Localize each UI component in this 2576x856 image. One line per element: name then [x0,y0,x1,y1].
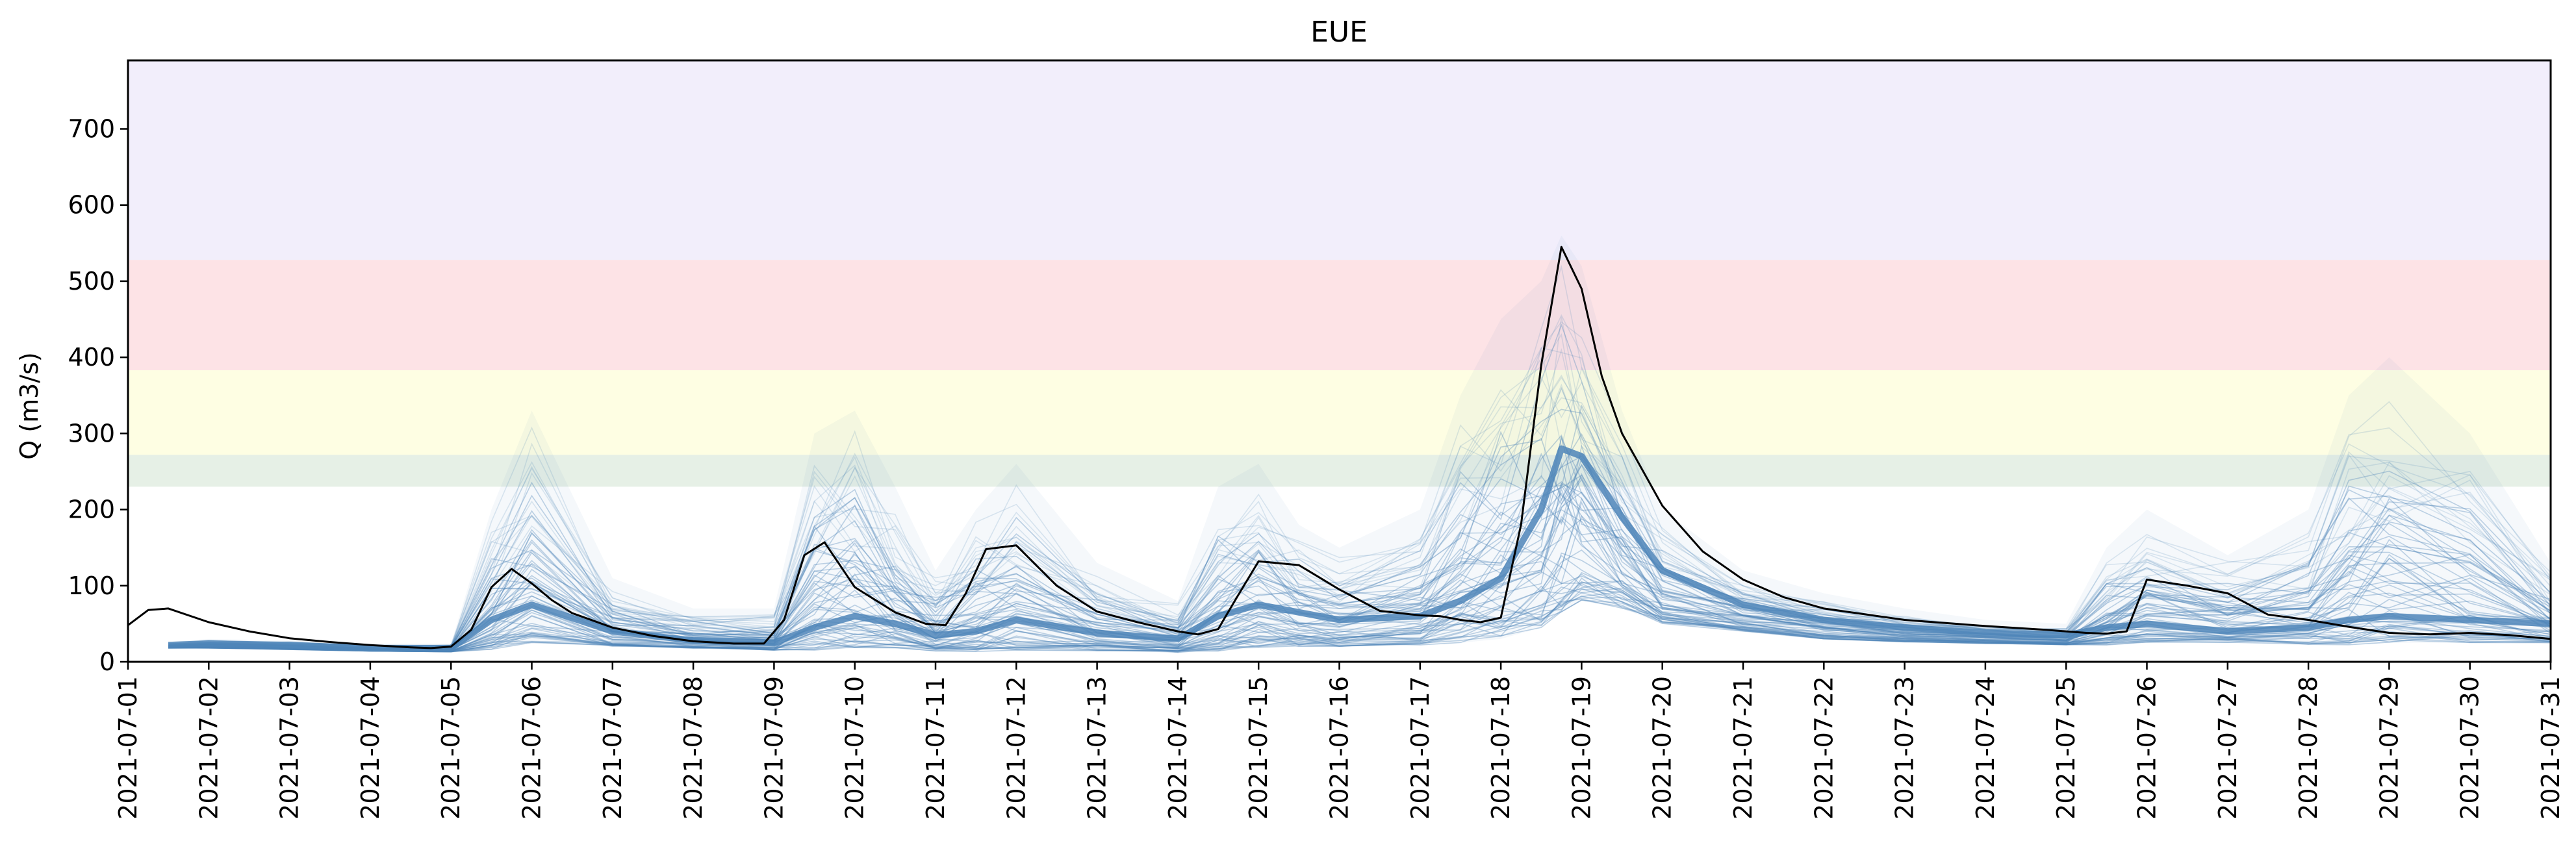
x-tick-label: 2021-07-28 [2294,676,2323,820]
ensemble-member-27 [168,572,2551,653]
ensemble-member-13 [168,323,2551,647]
y-tick-label: 200 [68,496,115,524]
ensemble-series [168,235,2551,653]
ensemble-member-38 [168,487,2551,651]
ensemble-member-16 [168,347,2551,648]
ensemble-member-2 [168,482,2551,651]
ensemble-member-51 [168,376,2551,646]
ensemble-member-50 [168,586,2551,653]
x-axis: 2021-07-01 2021-07-02 2021-07-03 2021-07-04… [114,662,2565,820]
ensemble-member-39 [168,598,2551,653]
ensemble-member-24 [168,588,2551,652]
x-tick-label: 2021-07-15 [1244,676,1273,820]
y-axis: 0 100 200 300 400 500 600 700 [68,114,128,676]
ensemble-member-9 [168,599,2551,653]
observed-line [127,245,2551,649]
ensemble-member-18 [168,473,2551,650]
threshold-band-4 [128,60,2551,260]
x-tick-label: 2021-07-30 [2456,676,2484,820]
x-tick-label: 2021-07-19 [1567,676,1596,820]
y-tick-label: 700 [68,114,115,143]
ensemble-member-36 [168,588,2551,653]
ensemble-member-6 [168,587,2551,653]
x-tick-label: 2021-07-07 [598,676,627,820]
ensemble-member-55 [168,580,2551,651]
ensemble-member-46 [168,455,2551,648]
observed-series [127,245,2551,649]
ensemble-member-28 [168,386,2551,649]
threshold-band-3 [128,260,2551,371]
ensemble-member-47 [168,575,2551,652]
ensemble-member-60 [168,596,2551,653]
ensemble-member-42 [168,595,2551,653]
x-tick-label: 2021-07-03 [275,676,304,820]
ensemble-member-21 [168,437,2551,650]
x-tick-label: 2021-07-21 [1729,676,1757,820]
ensemble-member-59 [168,314,2551,648]
x-tick-label: 2021-07-27 [2213,676,2242,820]
ensemble-member-64 [168,555,2551,651]
x-tick-label: 2021-07-13 [1083,676,1112,820]
ensemble-member-1 [168,434,2551,649]
plot-frame [127,59,2552,663]
ensemble-member-14 [168,549,2551,653]
threshold-bands [128,60,2551,487]
x-tick-label: 2021-07-16 [1325,676,1354,820]
x-tick-label: 2021-07-10 [841,676,869,820]
x-tick-label: 2021-07-08 [679,676,708,820]
x-tick-label: 2021-07-12 [1002,676,1030,820]
x-tick-label: 2021-07-25 [2052,676,2080,820]
ensemble-member-43 [168,316,2551,648]
x-tick-label: 2021-07-14 [1164,676,1192,820]
ensemble-member-45 [168,581,2551,653]
x-tick-label: 2021-07-23 [1891,676,1919,820]
ensemble-member-20 [168,591,2551,652]
x-tick-label: 2021-07-20 [1648,676,1677,820]
ensemble-member-5 [168,573,2551,652]
ensemble-median-line [168,445,2551,651]
y-tick-label: 0 [99,648,115,676]
x-tick-label: 2021-07-06 [518,676,546,820]
ensemble-member-19 [168,457,2551,650]
y-tick-label: 300 [68,419,115,447]
threshold-band-2 [128,370,2551,455]
x-tick-label: 2021-07-02 [194,676,223,820]
x-tick-label: 2021-07-09 [759,676,788,820]
ensemble-member-70 [168,577,2551,653]
y-tick-label: 400 [68,343,115,371]
y-tick-label: 100 [68,572,115,600]
x-tick-label: 2021-07-22 [1809,676,1838,820]
x-tick-label: 2021-07-01 [114,676,142,820]
threshold-band-1 [128,455,2551,487]
ensemble-member-66 [168,581,2551,653]
y-tick-label: 600 [68,191,115,220]
ensemble-member-57 [168,374,2551,648]
ensemble-member-37 [168,404,2551,649]
ensemble-member-53 [168,492,2551,651]
y-tick-label: 500 [68,267,115,296]
chart-title: EUE [1310,16,1368,49]
ensemble-member-54 [168,264,2551,648]
x-tick-label: 2021-07-11 [921,676,950,820]
ensemble-envelope [168,235,2551,653]
ensemble-member-40 [168,433,2551,650]
x-tick-label: 2021-07-29 [2375,676,2403,820]
ensemble-member-58 [168,377,2551,647]
x-tick-label: 2021-07-24 [1971,676,2000,820]
ensemble-member-63 [168,348,2551,649]
ensemble-member-10 [168,383,2551,649]
x-tick-label: 2021-07-05 [437,676,465,820]
x-tick-label: 2021-07-26 [2133,676,2162,820]
x-tick-label: 2021-07-18 [1486,676,1515,820]
ensemble-member-33 [168,333,2551,649]
ensemble-member-65 [168,583,2551,652]
x-tick-label: 2021-07-04 [356,676,385,820]
ensemble-member-49 [168,599,2551,653]
ensemble-member-29 [168,431,2551,649]
y-axis-label: Q (m3/s) [15,352,44,459]
x-tick-label: 2021-07-31 [2536,676,2565,820]
x-tick-label: 2021-07-17 [1406,676,1435,820]
